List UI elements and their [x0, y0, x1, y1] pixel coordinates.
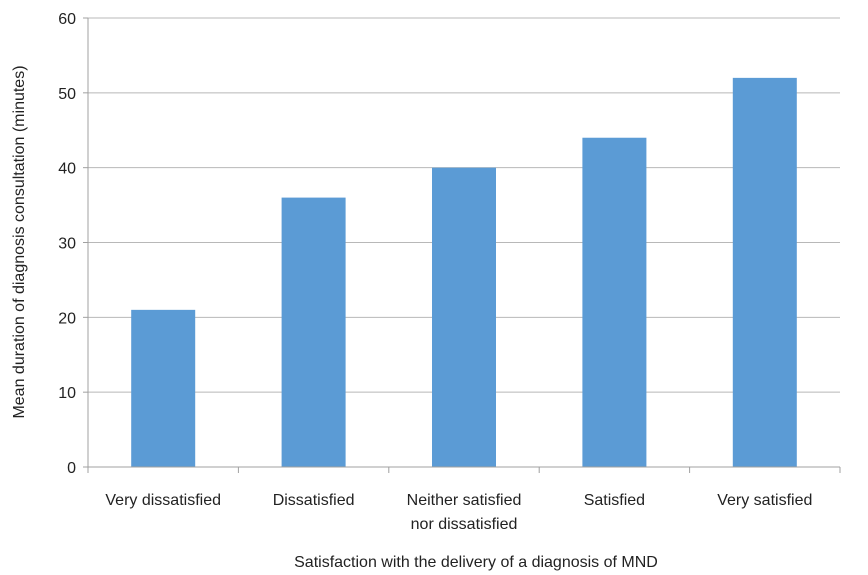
- y-tick-labels: 0 10 20 30 40 50 60: [58, 11, 76, 477]
- y-tick-label: 0: [67, 460, 76, 477]
- y-axis-title: Mean duration of diagnosis consultation …: [11, 65, 28, 418]
- x-tick-label: Very dissatisfied: [105, 492, 221, 509]
- bar: [582, 137, 647, 467]
- bars: [131, 77, 797, 467]
- x-axis-title: Satisfaction with the delivery of a diag…: [294, 554, 658, 571]
- bar: [131, 309, 196, 467]
- y-tick-label: 30: [58, 236, 76, 253]
- y-tick-label: 10: [58, 385, 76, 402]
- bar: [432, 167, 496, 467]
- x-tick-labels: Very dissatisfied Dissatisfied Neither sat…: [105, 492, 812, 533]
- axes: [83, 17, 841, 473]
- x-tick-label: Satisfied: [584, 492, 645, 509]
- bar: [281, 197, 346, 467]
- y-tick-label: 20: [58, 310, 76, 327]
- y-tick-label: 40: [58, 161, 76, 178]
- x-tick-label: Dissatisfied: [273, 492, 355, 509]
- bar: [732, 77, 797, 467]
- y-tick-label: 50: [58, 86, 76, 103]
- y-tick-label: 60: [58, 11, 76, 28]
- x-tick-label: Very satisfied: [717, 492, 812, 509]
- x-tick-label: Neither satisfied nor dissatisfied: [407, 492, 522, 533]
